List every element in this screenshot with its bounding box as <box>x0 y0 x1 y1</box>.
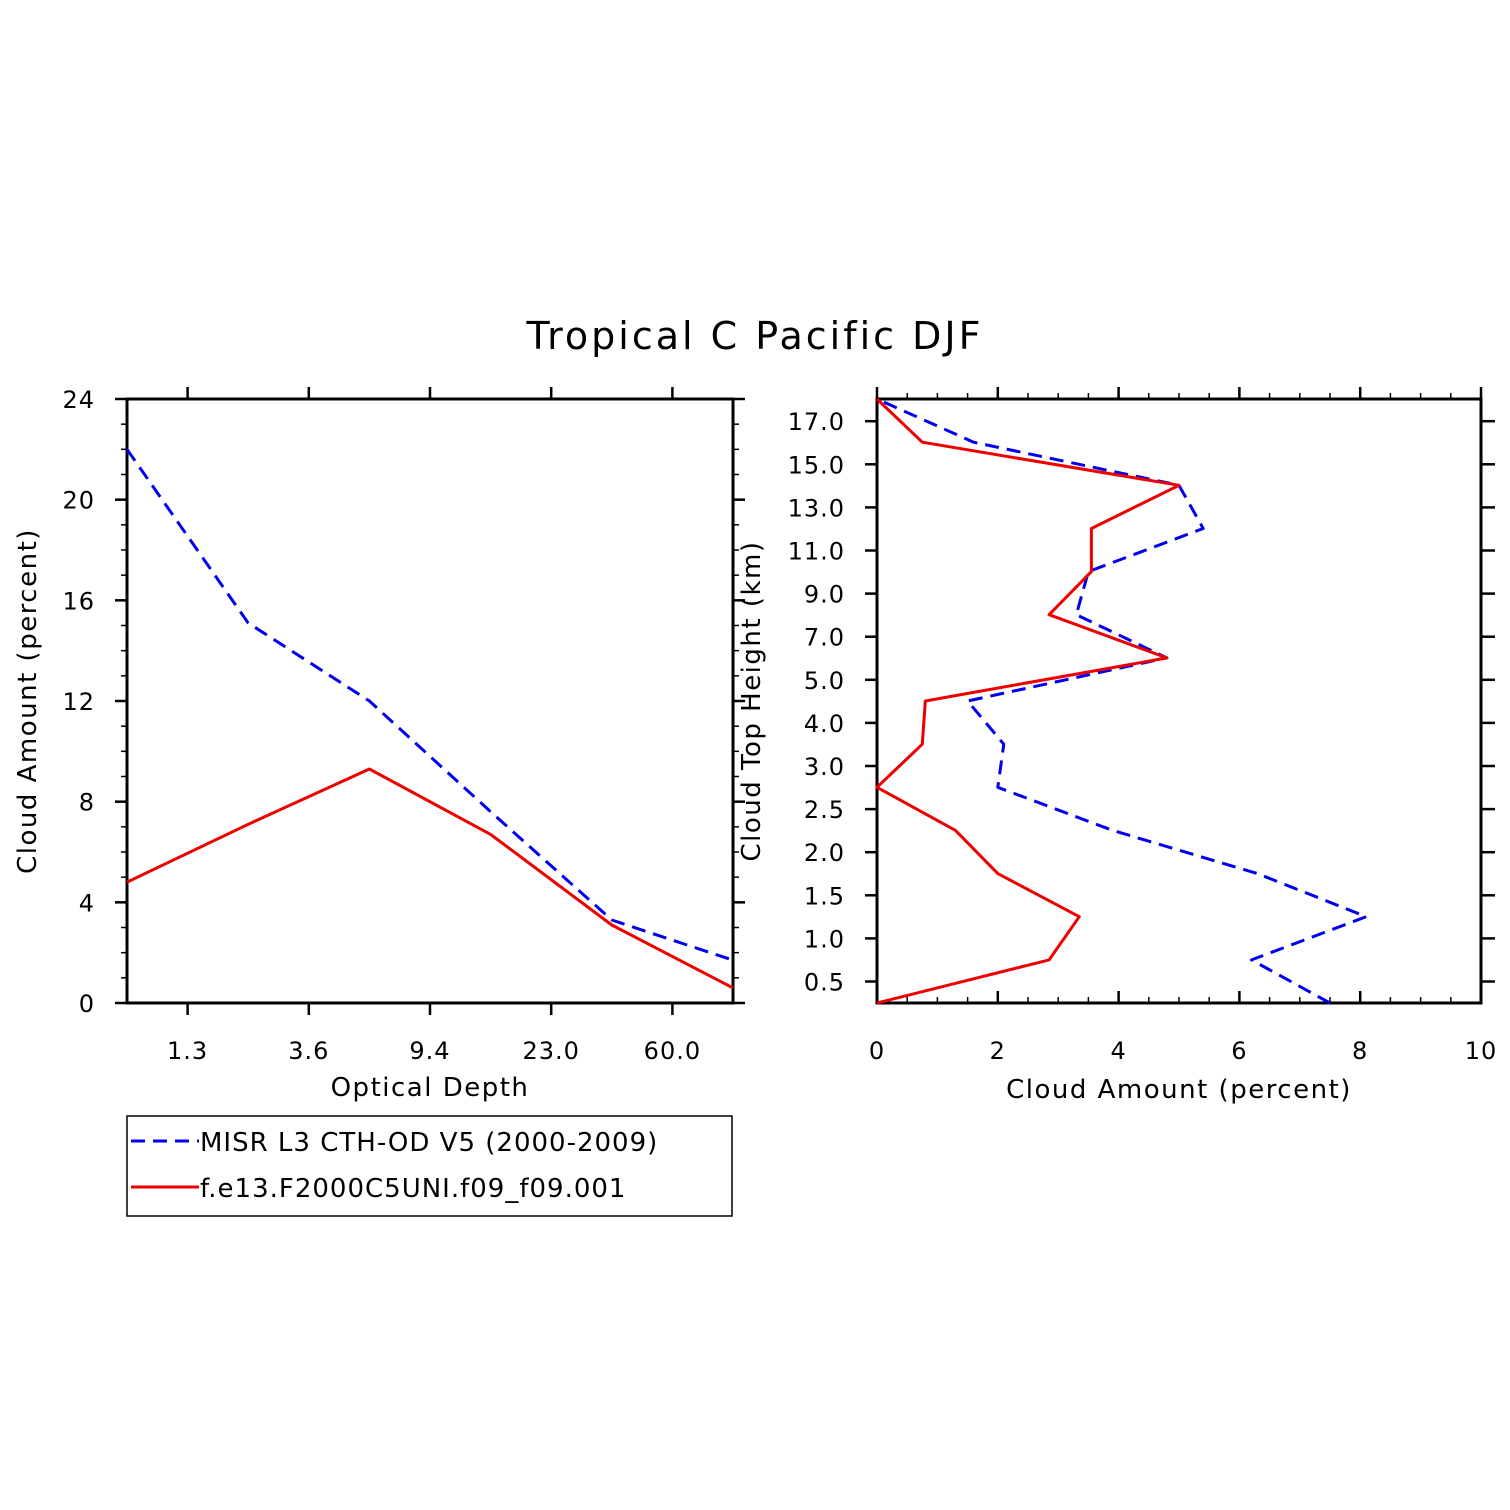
legend-label-obs: MISR L3 CTH-OD V5 (2000-2009) <box>200 1128 658 1158</box>
left-series-line-model <box>126 767 734 990</box>
left-x-tick-label: 9.4 <box>409 1037 450 1065</box>
right-x-tick-label: 4 <box>1110 1037 1126 1065</box>
right-y-axis-label: Cloud Top Height (km) <box>737 540 767 861</box>
left-plot-frame <box>125 397 735 1005</box>
left-x-tick-label: 1.3 <box>167 1037 208 1065</box>
right-y-tick-label: 2.5 <box>804 796 845 824</box>
left-series-line-obs <box>125 448 734 962</box>
right-y-tick-label: 1.5 <box>804 882 845 910</box>
right-y-tick-label: 17.0 <box>788 408 845 436</box>
legend: MISR L3 CTH-OD V5 (2000-2009) f.e13.F200… <box>126 1115 733 1217</box>
right-y-tick-label: 5.0 <box>804 667 845 695</box>
right-x-tick-label: 6 <box>1231 1037 1247 1065</box>
left-x-tick-label: 3.6 <box>288 1037 329 1065</box>
left-y-tick-label: 12 <box>62 688 95 716</box>
chart-title: Tropical C Pacific DJF <box>526 314 984 358</box>
left-x-axis-label: Optical Depth <box>331 1073 530 1103</box>
left-y-tick-label: 0 <box>79 990 95 1018</box>
right-series <box>875 397 1368 1005</box>
right-x-axis-label: Cloud Amount (percent) <box>1006 1075 1352 1105</box>
optical-depth-panel: 0 4 8 12 16 20 24 1.3 3.6 9.4 23.0 60.0 Optical Dep… <box>13 386 745 1103</box>
right-y-tick-label: 15.0 <box>788 451 845 479</box>
left-y-axis-label: Cloud Amount (percent) <box>13 528 43 874</box>
cloud-top-height-panel: 0 2 4 6 8 10 0.5 1.0 1.5 2.0 2.5 3.0 4.0 5.0 7.0 9.0 11.… <box>737 387 1498 1105</box>
right-y-tick-label: 11.0 <box>788 538 845 566</box>
left-y-tick-label: 4 <box>79 889 95 917</box>
right-ticks: 0 2 4 6 8 10 0.5 1.0 1.5 2.0 2.5 3.0 4.0 5.0 7.0 9.0 11.… <box>788 387 1498 1065</box>
right-y-tick-label: 0.5 <box>804 969 845 997</box>
right-x-tick-label: 10 <box>1465 1037 1498 1065</box>
legend-box <box>126 1115 733 1217</box>
right-plot-frame <box>875 397 1483 1005</box>
right-x-tick-label: 8 <box>1352 1037 1368 1065</box>
right-y-tick-label: 7.0 <box>804 624 845 652</box>
right-y-tick-label: 1.0 <box>804 925 845 953</box>
right-y-tick-label: 3.0 <box>804 753 845 781</box>
left-ticks: 0 4 8 12 16 20 24 1.3 3.6 9.4 23.0 60.0 <box>62 386 745 1065</box>
right-y-tick-label: 2.0 <box>804 839 845 867</box>
right-y-tick-label: 4.0 <box>804 710 845 738</box>
right-series-line-obs <box>876 397 1368 1005</box>
left-x-tick-label: 23.0 <box>522 1037 579 1065</box>
right-series-line-model <box>875 397 1181 1005</box>
legend-label-model: f.e13.F2000C5UNI.f09_f09.001 <box>200 1174 626 1204</box>
left-x-tick-label: 60.0 <box>644 1037 701 1065</box>
right-x-tick-label: 0 <box>869 1037 885 1065</box>
left-y-tick-label: 8 <box>79 789 95 817</box>
right-y-tick-label: 13.0 <box>788 494 845 522</box>
right-y-tick-label: 9.0 <box>804 581 845 609</box>
left-series <box>125 448 734 990</box>
left-y-tick-label: 20 <box>62 487 95 515</box>
right-x-tick-label: 2 <box>990 1037 1006 1065</box>
left-y-tick-label: 16 <box>62 587 95 615</box>
left-y-tick-label: 24 <box>62 386 95 414</box>
